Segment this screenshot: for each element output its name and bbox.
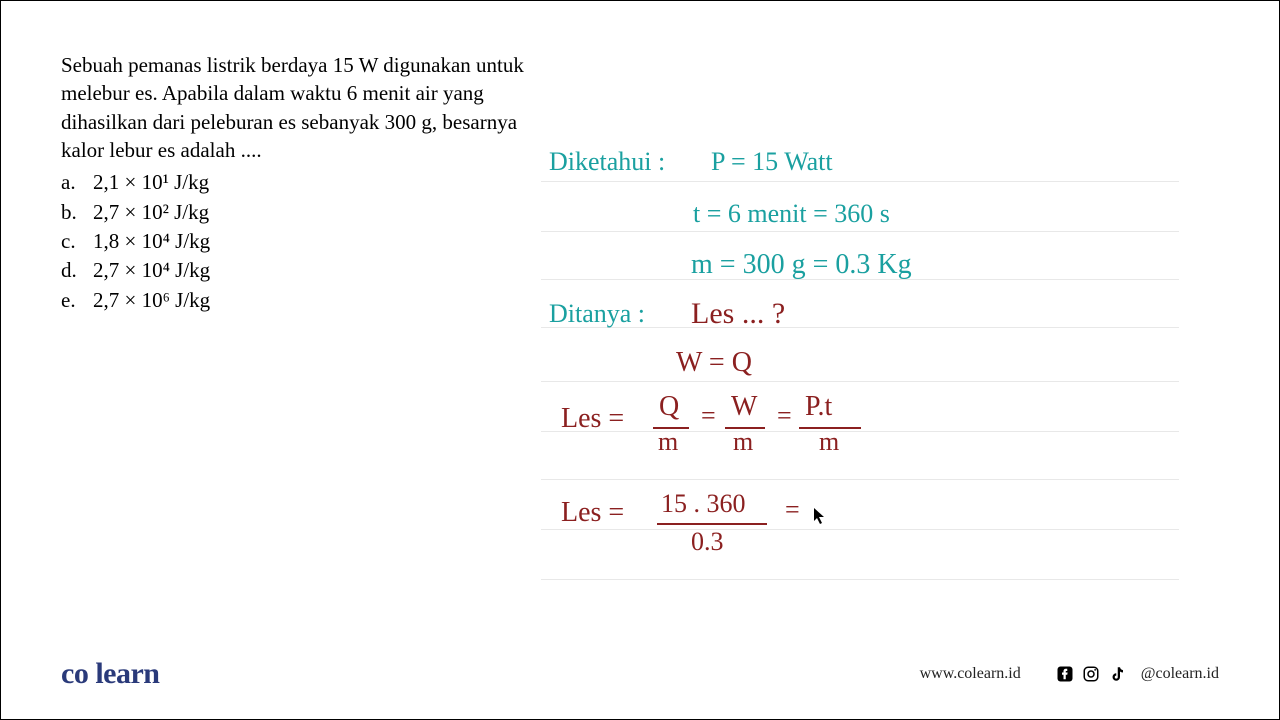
- ditanya-label: Ditanya :: [549, 299, 645, 329]
- question-panel: Sebuah pemanas listrik berdaya 15 W digu…: [61, 51, 541, 641]
- eq3: =: [785, 495, 800, 525]
- social-handle: @colearn.id: [1141, 665, 1219, 683]
- option-value: 2,7 × 10² J/kg: [93, 198, 209, 226]
- frac-m2: m: [733, 427, 753, 457]
- footer: co learn www.colearn.id @colearn.id: [61, 657, 1219, 691]
- option-d: d. 2,7 × 10⁴ J/kg: [61, 256, 541, 284]
- frac-m1: m: [658, 427, 678, 457]
- options-list: a. 2,1 × 10¹ J/kg b. 2,7 × 10² J/kg c. 1…: [61, 168, 541, 314]
- frac-line: [657, 523, 767, 525]
- instagram-icon: [1081, 664, 1101, 684]
- option-letter: a.: [61, 168, 93, 196]
- frac-pt: P.t: [805, 391, 832, 423]
- eq1: =: [701, 401, 716, 431]
- ditanya-value: Les ... ?: [691, 297, 785, 331]
- given-m: m = 300 g = 0.3 Kg: [691, 249, 912, 281]
- les-lhs: Les =: [561, 403, 624, 435]
- option-value: 2,1 × 10¹ J/kg: [93, 168, 209, 196]
- frac-w: W: [731, 391, 757, 423]
- option-c: c. 1,8 × 10⁴ J/kg: [61, 227, 541, 255]
- frac-num2: 15 . 360: [661, 489, 746, 519]
- frac-m3: m: [819, 427, 839, 457]
- eq-wq: W = Q: [676, 347, 752, 379]
- website-url: www.colearn.id: [920, 665, 1021, 683]
- option-letter: b.: [61, 198, 93, 226]
- diketahui-label: Diketahui :: [549, 147, 665, 177]
- given-p: P = 15 Watt: [711, 147, 833, 177]
- option-value: 2,7 × 10⁴ J/kg: [93, 256, 210, 284]
- social-icons: [1055, 664, 1127, 684]
- option-b: b. 2,7 × 10² J/kg: [61, 198, 541, 226]
- option-letter: c.: [61, 227, 93, 255]
- option-a: a. 2,1 × 10¹ J/kg: [61, 168, 541, 196]
- logo: co learn: [61, 657, 159, 691]
- option-e: e. 2,7 × 10⁶ J/kg: [61, 286, 541, 314]
- frac-q: Q: [659, 391, 679, 423]
- option-letter: e.: [61, 286, 93, 314]
- option-value: 2,7 × 10⁶ J/kg: [93, 286, 210, 314]
- frac-den2: 0.3: [691, 527, 724, 557]
- option-value: 1,8 × 10⁴ J/kg: [93, 227, 210, 255]
- option-letter: d.: [61, 256, 93, 284]
- tiktok-icon: [1107, 664, 1127, 684]
- question-text: Sebuah pemanas listrik berdaya 15 W digu…: [61, 51, 541, 164]
- facebook-icon: [1055, 664, 1075, 684]
- handwriting-panel: Diketahui : P = 15 Watt t = 6 menit = 36…: [541, 51, 1219, 641]
- les2-lhs: Les =: [561, 497, 624, 529]
- cursor-icon: [813, 507, 827, 530]
- given-t: t = 6 menit = 360 s: [693, 199, 890, 229]
- eq2: =: [777, 401, 792, 431]
